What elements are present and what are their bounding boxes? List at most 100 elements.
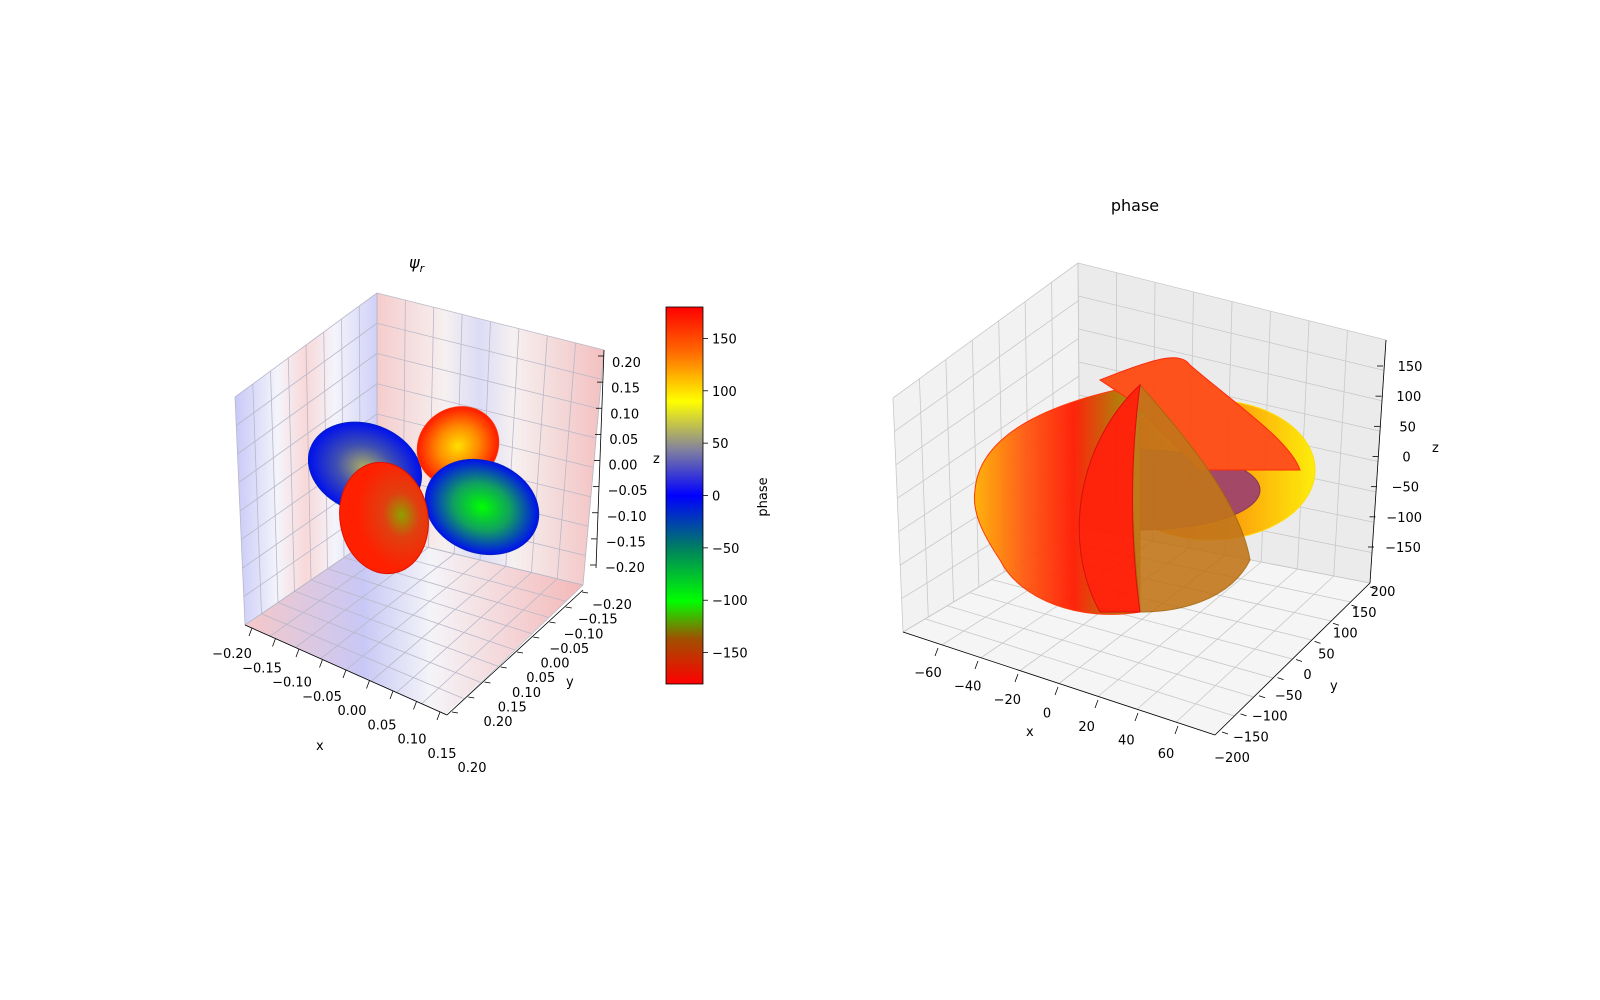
left-xlabel: x: [316, 739, 324, 754]
y-tick-label: −0.10: [564, 627, 604, 642]
gridline: [376, 322, 602, 380]
gridline: [294, 590, 499, 667]
left-title-subscript: r: [420, 262, 426, 275]
x-tick: [974, 660, 979, 670]
x-tick-label: 40: [1118, 734, 1135, 749]
y-tick-label: −0.05: [549, 642, 589, 657]
gridline: [1078, 328, 1383, 402]
gridline: [919, 378, 929, 618]
gridline: [947, 605, 1254, 698]
x-tick-label: 20: [1078, 720, 1095, 735]
x-tick-label: 0.15: [428, 747, 457, 762]
z-tick-label: −100: [1386, 511, 1422, 526]
left-title-main: ψ: [409, 253, 420, 272]
gridline: [376, 292, 605, 351]
x-tick: [389, 690, 394, 700]
gridline: [892, 397, 904, 633]
psi-surface: [307, 406, 540, 575]
z-tick-label: 0: [1402, 451, 1410, 466]
floor-pane: [245, 535, 583, 715]
x-tick-label: −40: [954, 680, 981, 695]
y-tick-label: 0.10: [512, 686, 541, 701]
x-tick: [342, 669, 347, 679]
gridline: [261, 613, 465, 700]
x-tick: [319, 659, 323, 668]
gridline: [1078, 295, 1385, 371]
x-tick: [1174, 725, 1179, 735]
x-tick: [248, 627, 253, 637]
left-zlabel: z: [653, 452, 660, 467]
x-tick: [1134, 712, 1139, 722]
right-zlabel: z: [1432, 441, 1439, 456]
y-tick-label: −150: [1233, 730, 1269, 745]
x-tick-label: 0.00: [338, 704, 367, 719]
x-tick-label: 0.20: [458, 761, 487, 776]
z-tick-label: 0.20: [612, 356, 641, 371]
y-tick-label: 0.00: [541, 657, 570, 672]
y-tick: [1369, 586, 1377, 590]
y-tick: [533, 636, 540, 639]
gridline: [895, 338, 1079, 466]
y-tick-label: 50: [1318, 647, 1335, 662]
colorbar-tick-label: −50: [712, 542, 739, 557]
y-tick: [565, 606, 572, 609]
x-tick: [295, 648, 300, 658]
y-tick-label: −0.20: [592, 598, 632, 613]
colorbar-tick-label: 150: [712, 332, 737, 347]
y-tick: [1314, 640, 1321, 644]
right-ylabel: y: [1330, 679, 1338, 694]
y-tick-label: −200: [1214, 751, 1250, 766]
x-tick: [436, 711, 441, 721]
lobe-red-bottom: [339, 461, 429, 575]
y-tick: [516, 651, 524, 654]
z-tick-label: −0.20: [605, 561, 645, 576]
y-tick: [451, 711, 459, 714]
left-3d-axes: 0.200.150.100.050.00−0.05−0.10−0.15−0.20…: [212, 253, 660, 776]
colorbar-tick-label: 0: [712, 490, 720, 505]
y-tick-label: −50: [1275, 689, 1302, 704]
gridline: [234, 292, 378, 398]
x-tick-label: −20: [994, 693, 1021, 708]
y-tick-label: 100: [1333, 627, 1358, 642]
right-xlabel: x: [1026, 725, 1034, 740]
y-tick-label: 0.05: [526, 671, 555, 686]
z-tick-label: 100: [1396, 390, 1421, 405]
x-tick-label: −0.05: [302, 690, 342, 705]
gridline: [925, 618, 1235, 717]
z-tick-label: −0.05: [608, 484, 648, 499]
y-tick-label: 0.20: [484, 715, 513, 730]
x-tick: [366, 680, 370, 689]
x-tick: [272, 638, 276, 647]
gridline: [236, 322, 378, 426]
colorbar-tick-label: −150: [712, 647, 748, 662]
x-tick-label: −0.10: [272, 676, 312, 691]
y-tick: [468, 696, 475, 699]
y-tick: [484, 681, 491, 684]
x-tick-label: −0.20: [212, 647, 252, 662]
y-tick: [1221, 731, 1229, 735]
gridline: [894, 300, 1079, 432]
gridline: [376, 353, 599, 410]
gridline: [327, 568, 533, 635]
red-front-slice: [1078, 383, 1141, 613]
x-tick-label: 0.05: [368, 718, 397, 733]
y-tick: [1351, 604, 1358, 608]
z-tick-label: −0.10: [607, 510, 647, 525]
gridline: [238, 383, 378, 483]
x-tick: [413, 701, 417, 710]
y-tick: [1332, 622, 1340, 626]
gridline: [1077, 262, 1387, 341]
colorbar-tick-label: −100: [712, 594, 748, 609]
z-tick-label: 0.00: [609, 459, 638, 474]
y-tick: [1277, 677, 1284, 681]
gridline: [310, 579, 516, 651]
y-tick: [581, 591, 589, 594]
z-tick-label: 150: [1398, 360, 1423, 375]
x-tick-label: 0: [1043, 707, 1051, 722]
gridline: [277, 602, 482, 683]
gridline: [376, 383, 597, 439]
y-tick-label: −0.15: [578, 613, 618, 628]
x-tick: [1054, 686, 1059, 696]
colorbar: 150 100 50 0 −50 −100 −150 phase: [665, 306, 771, 685]
